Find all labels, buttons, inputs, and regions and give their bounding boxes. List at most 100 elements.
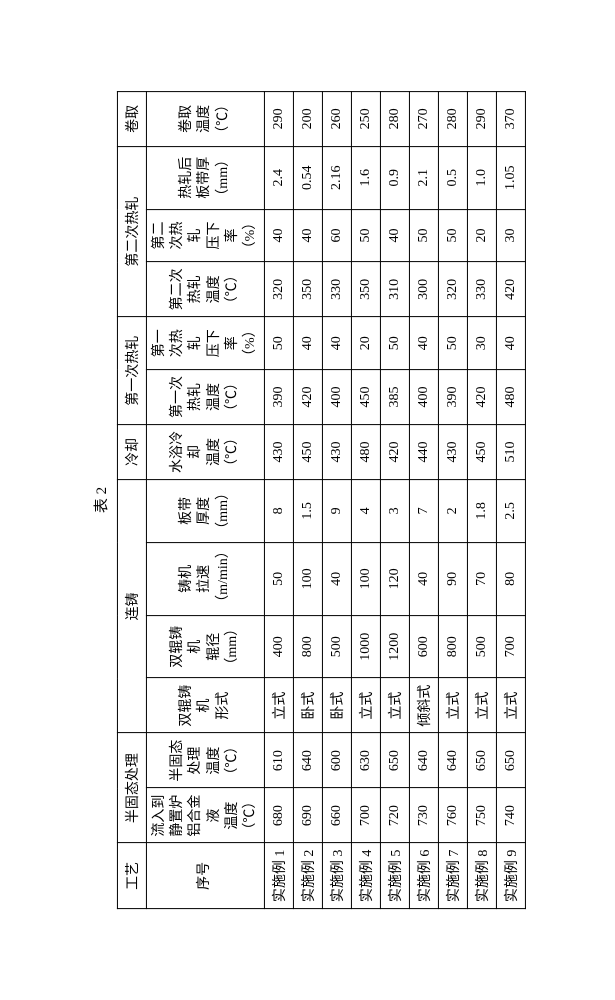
row-label: 实施例 7 <box>438 843 467 909</box>
cell: 610 <box>264 733 293 788</box>
table-row: 实施例 8750650立式500701.845042030330201.0290 <box>467 91 496 908</box>
cell: 640 <box>438 733 467 788</box>
cell: 280 <box>438 91 467 146</box>
cell: 600 <box>409 615 438 678</box>
cell: 385 <box>380 370 409 425</box>
row-label: 实施例 2 <box>293 843 322 909</box>
cell: 50 <box>351 209 380 262</box>
cell: 1.8 <box>467 480 496 543</box>
cell: 120 <box>380 542 409 615</box>
cell: 320 <box>264 262 293 317</box>
row-label: 实施例 6 <box>409 843 438 909</box>
cell: 680 <box>264 788 293 843</box>
cell: 2.5 <box>496 480 525 543</box>
cell: 1.5 <box>293 480 322 543</box>
cell: 760 <box>438 788 467 843</box>
cell: 40 <box>264 209 293 262</box>
table-row: 实施例 5720650立式1200120342038550310400.9280 <box>380 91 409 908</box>
group-cooling: 冷却 <box>117 425 146 480</box>
cell: 390 <box>438 370 467 425</box>
cell: 卧式 <box>322 678 351 733</box>
col-c9: 第一次热轧压下率（%） <box>146 317 264 370</box>
row-label: 实施例 3 <box>322 843 351 909</box>
cell: 100 <box>351 542 380 615</box>
table-body: 实施例 1680610立式40050843039050320402.4290实施… <box>264 91 525 908</box>
cell: 330 <box>467 262 496 317</box>
cell: 立式 <box>351 678 380 733</box>
cell: 卧式 <box>293 678 322 733</box>
group-hotroll1: 第一次热轧 <box>117 317 146 425</box>
cell: 650 <box>496 733 525 788</box>
cell: 740 <box>496 788 525 843</box>
col-c2: 半固态处理温度（℃） <box>146 733 264 788</box>
cell: 30 <box>467 317 496 370</box>
cell: 640 <box>293 733 322 788</box>
cell: 250 <box>351 91 380 146</box>
cell: 2.1 <box>409 146 438 209</box>
cell: 40 <box>409 542 438 615</box>
cell: 2.4 <box>264 146 293 209</box>
cell: 8 <box>264 480 293 543</box>
header-row-cols: 序号 流入到静置炉铝合金液温度（℃） 半固态处理温度（℃） 双辊铸机形式 双辊铸… <box>146 91 264 908</box>
cell: 40 <box>293 209 322 262</box>
cell: 1.0 <box>467 146 496 209</box>
cell: 1000 <box>351 615 380 678</box>
cell: 310 <box>380 262 409 317</box>
col-c6: 板带厚度（mm） <box>146 480 264 543</box>
cell: 50 <box>264 317 293 370</box>
table-row: 实施例 9740650立式700802.551048040420301.0537… <box>496 91 525 908</box>
cell: 50 <box>264 542 293 615</box>
cell: 300 <box>409 262 438 317</box>
cell: 立式 <box>496 678 525 733</box>
cell: 650 <box>380 733 409 788</box>
col-c5: 铸机拉速（m/min） <box>146 542 264 615</box>
cell: 30 <box>496 209 525 262</box>
cell: 20 <box>467 209 496 262</box>
cell: 700 <box>351 788 380 843</box>
cell: 60 <box>322 209 351 262</box>
col-c10: 第二次热轧温度（℃） <box>146 262 264 317</box>
cell: 50 <box>438 209 467 262</box>
cell: 立式 <box>438 678 467 733</box>
cell: 0.5 <box>438 146 467 209</box>
cell: 500 <box>322 615 351 678</box>
cell: 0.9 <box>380 146 409 209</box>
cell: 90 <box>438 542 467 615</box>
cell: 40 <box>322 317 351 370</box>
cell: 70 <box>467 542 496 615</box>
cell: 20 <box>351 317 380 370</box>
table-row: 实施例 4700630立式1000100448045020350501.6250 <box>351 91 380 908</box>
table-row: 实施例 2690640卧式8001001.545042040350400.542… <box>293 91 322 908</box>
cell: 450 <box>351 370 380 425</box>
col-c7: 水浴冷却温度（℃） <box>146 425 264 480</box>
cell: 3 <box>380 480 409 543</box>
col-c13: 卷取温度（℃） <box>146 91 264 146</box>
cell: 7 <box>409 480 438 543</box>
col-c12: 热轧后板带厚（mm） <box>146 146 264 209</box>
cell: 430 <box>264 425 293 480</box>
cell: 50 <box>438 317 467 370</box>
cell: 480 <box>496 370 525 425</box>
cell: 500 <box>467 615 496 678</box>
cell: 430 <box>322 425 351 480</box>
col-c8: 第一次热轧温度（℃） <box>146 370 264 425</box>
cell: 280 <box>380 91 409 146</box>
cell: 650 <box>467 733 496 788</box>
cell: 立式 <box>380 678 409 733</box>
col-seq: 序号 <box>146 843 264 909</box>
cell: 450 <box>293 425 322 480</box>
cell: 40 <box>322 542 351 615</box>
cell: 370 <box>496 91 525 146</box>
header-row-groups: 工艺 半固态处理 连铸 冷却 第一次热轧 第二次热轧 卷取 <box>117 91 146 908</box>
cell: 730 <box>409 788 438 843</box>
col-c3: 双辊铸机形式 <box>146 678 264 733</box>
cell: 270 <box>409 91 438 146</box>
group-casting: 连铸 <box>117 480 146 734</box>
row-label: 实施例 4 <box>351 843 380 909</box>
cell: 2 <box>438 480 467 543</box>
data-table: 工艺 半固态处理 连铸 冷却 第一次热轧 第二次热轧 卷取 序号 流入到静置炉铝… <box>116 91 525 909</box>
cell: 510 <box>496 425 525 480</box>
table-caption: 表 2 <box>89 91 110 909</box>
cell: 640 <box>409 733 438 788</box>
cell: 40 <box>293 317 322 370</box>
